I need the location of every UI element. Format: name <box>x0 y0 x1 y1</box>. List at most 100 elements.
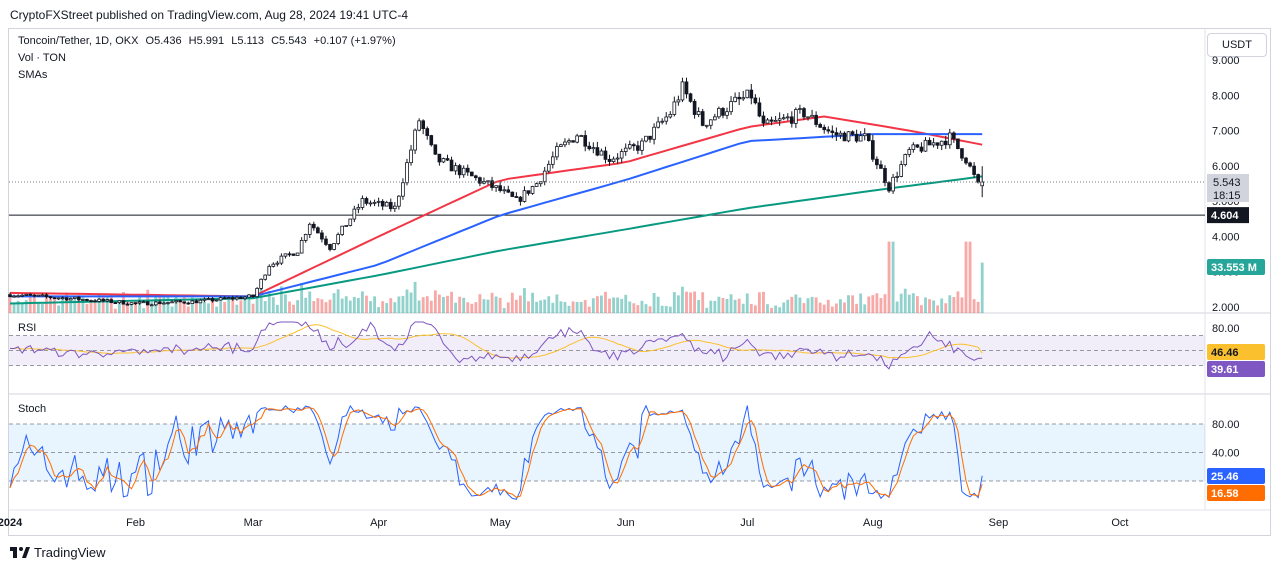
stoch-d-line <box>9 407 983 498</box>
volume-bar <box>717 296 721 313</box>
candle-body <box>85 298 89 301</box>
volume-bar <box>729 294 733 313</box>
volume-bar <box>531 292 534 313</box>
volume-bar <box>320 299 324 313</box>
volume-bar <box>442 297 445 313</box>
volume-bar <box>130 304 133 313</box>
volume-bar <box>640 300 644 313</box>
volume-bar <box>786 299 790 313</box>
candle-body <box>295 252 300 256</box>
volume-bar <box>737 298 741 313</box>
candle-body <box>279 255 284 264</box>
candle-body <box>567 140 571 143</box>
candle-body <box>24 293 29 296</box>
volume-bar <box>871 295 875 313</box>
stoch-legend[interactable]: Stoch <box>18 403 47 415</box>
candle-body <box>713 116 717 121</box>
volume-bar <box>701 292 705 313</box>
volume-bar <box>567 305 571 313</box>
candle-body <box>660 120 665 123</box>
candle-body <box>672 101 677 115</box>
symbol-legend[interactable]: Toncoin/Tether, 1D, OKX O5.436 H5.991 L5… <box>18 35 400 47</box>
candle-body <box>490 180 494 188</box>
stoch-k-tag-bg <box>1207 468 1265 484</box>
candle-body <box>818 124 822 128</box>
candle-body <box>186 302 191 305</box>
volume-bar <box>8 297 12 313</box>
candle-body <box>230 297 235 300</box>
volume-bar <box>28 296 32 313</box>
currency-button[interactable]: USDT <box>1207 33 1267 57</box>
candle-body <box>745 89 750 99</box>
volume-bar <box>624 294 628 313</box>
volume-bar <box>972 299 976 313</box>
candle-body <box>271 263 276 267</box>
volume-bar <box>859 293 863 313</box>
volume-bar <box>924 297 927 313</box>
candle-body <box>77 296 81 301</box>
volume-bar <box>190 297 194 313</box>
volume-bar <box>745 293 749 313</box>
volume-bar <box>292 304 295 313</box>
volume-bar <box>288 301 291 313</box>
volume-bar <box>770 307 773 313</box>
volume-bar <box>510 292 514 313</box>
smas-legend[interactable]: SMAs <box>18 69 48 81</box>
volume-bar <box>968 241 972 313</box>
candle-body <box>437 153 442 163</box>
volume-bar <box>899 293 903 313</box>
candle-body <box>563 141 567 146</box>
published-by: CryptoFXStreet published on TradingView.… <box>10 8 409 22</box>
candle-body <box>16 295 20 298</box>
chart-frame <box>8 28 1271 536</box>
volume-legend[interactable]: Vol · TON <box>18 52 66 64</box>
volume-bar <box>697 299 701 313</box>
rsi-legend[interactable]: RSI <box>18 322 37 334</box>
candle-body <box>190 300 195 304</box>
candle-body <box>542 170 547 183</box>
candle-body <box>149 304 154 307</box>
candle-body <box>170 301 174 304</box>
candle-body <box>866 133 871 142</box>
stoch-k-tag: 25.46 <box>1211 471 1239 483</box>
candle-body <box>619 151 624 159</box>
candle-body <box>935 142 940 146</box>
candle-body <box>20 294 24 297</box>
volume-bar <box>668 306 672 313</box>
price-tick-label: 6.000 <box>1212 161 1240 173</box>
candle-body <box>101 298 105 302</box>
volume-bar <box>818 302 822 313</box>
candle-body <box>64 297 69 301</box>
candle-body <box>198 299 203 304</box>
sma-line-1 <box>9 115 983 298</box>
candle-body <box>303 233 308 241</box>
volume-bar <box>89 302 93 313</box>
stoch-d-tag: 16.58 <box>1211 488 1239 500</box>
volume-bar <box>980 262 984 313</box>
candle-body <box>583 135 588 147</box>
tradingview-footer[interactable]: TradingView <box>10 545 106 560</box>
volume-bar <box>867 296 871 313</box>
candle-body <box>668 114 673 118</box>
candle-body <box>32 294 37 297</box>
volume-bar <box>134 300 137 313</box>
candle-body <box>599 150 604 156</box>
candle-body <box>218 297 223 301</box>
candle-body <box>733 96 737 102</box>
candle-body <box>595 147 600 156</box>
volume-bar <box>911 293 915 313</box>
volume-bar <box>547 296 551 313</box>
volume-bar <box>814 297 818 313</box>
volume-bar <box>433 290 437 313</box>
volume-bar <box>340 298 344 313</box>
candle-body <box>903 154 908 166</box>
candle-body <box>814 114 818 125</box>
volume-bar <box>887 241 891 313</box>
volume-bar <box>142 308 146 313</box>
candle-body <box>781 117 786 120</box>
ohlc-change: +0.107 (+1.97%) <box>313 35 396 47</box>
rsi-ma-tag: 46.46 <box>1211 347 1239 359</box>
candle-body <box>846 131 851 142</box>
candle-body <box>409 149 413 164</box>
